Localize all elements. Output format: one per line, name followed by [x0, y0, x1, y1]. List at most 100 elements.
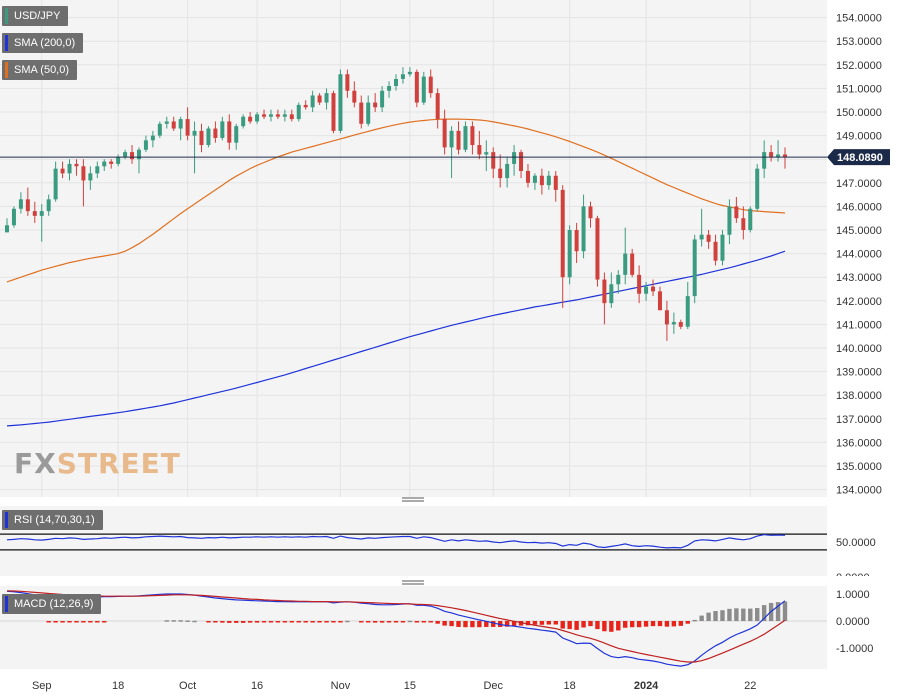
legend-sma200-swatch: [5, 35, 8, 51]
candle: [241, 114, 246, 129]
macd-histogram-bar: [317, 621, 322, 623]
candle-body: [609, 284, 614, 304]
macd-signal-line: [6, 590, 786, 663]
candle-body: [720, 234, 725, 261]
macd-histogram-bar: [699, 615, 704, 621]
resize-handle-rsi[interactable]: [402, 497, 424, 502]
candles-layer: [5, 67, 787, 341]
macd-histogram-bar: [678, 621, 684, 626]
price-axis: 154.0000 153.0000 152.0000 151.0000 150.0000…: [0, 13, 890, 497]
sma50-line: [6, 118, 786, 283]
candle-body: [74, 163, 79, 167]
legend-sma50[interactable]: SMA (50,0): [2, 60, 78, 80]
legend-sma50-label: SMA (50,0): [14, 64, 70, 76]
candle-body: [644, 286, 649, 294]
macd-histogram-bar: [532, 621, 538, 625]
legend-macd[interactable]: MACD (12,26,9): [2, 594, 102, 614]
candle-body: [776, 154, 781, 157]
legend-symbol-label: USD/JPY: [14, 10, 61, 22]
candle-body: [338, 74, 343, 131]
macd-histogram-bar: [338, 621, 343, 623]
legend-symbol[interactable]: USD/JPY: [2, 6, 69, 26]
candle: [623, 227, 628, 285]
candle: [373, 93, 378, 112]
candle: [11, 206, 16, 228]
macd-histogram-bar: [560, 621, 565, 629]
macd-histogram-bar: [268, 621, 274, 623]
macd-histogram-bar: [595, 621, 600, 630]
macd-histogram-bar: [602, 621, 607, 632]
candle: [713, 234, 718, 266]
macd-histogram-bar: [261, 621, 267, 623]
candle: [428, 69, 433, 98]
x-tick-label: 2024: [634, 680, 659, 692]
macd-histogram-bar: [213, 621, 218, 623]
macd-tick-label: 0.0000: [836, 616, 870, 628]
candle-body: [657, 291, 662, 311]
candle: [213, 121, 218, 143]
candle: [609, 272, 614, 308]
candle: [574, 222, 579, 264]
macd-histogram-bar: [192, 620, 197, 623]
candle-body: [366, 102, 371, 124]
macd-histogram-bar: [650, 621, 656, 627]
macd-histogram-bar: [95, 621, 100, 623]
candle: [123, 149, 128, 160]
candle-body: [734, 206, 739, 219]
candle-body: [289, 114, 294, 120]
macd-histogram-bar: [484, 621, 489, 627]
x-tick-label: 22: [744, 680, 756, 692]
macd-histogram-bar: [435, 621, 440, 624]
candle: [783, 147, 787, 169]
candle: [685, 281, 690, 330]
candle: [185, 107, 190, 141]
macd-histogram-bar: [470, 621, 475, 628]
resize-handle-macd[interactable]: [402, 580, 424, 585]
price-tick-label: 134.0000: [836, 485, 882, 497]
candle-body: [275, 114, 280, 117]
macd-histogram-bar: [234, 621, 239, 623]
candle: [449, 126, 454, 179]
price-tick-label: 142.0000: [836, 296, 882, 308]
candle-body: [206, 128, 211, 146]
macd-histogram-bar: [171, 620, 176, 622]
macd-histogram-bar: [477, 621, 482, 628]
macd-histogram-bar: [220, 621, 225, 623]
candle-body: [470, 126, 475, 146]
candle-body: [699, 234, 704, 240]
candle-body: [248, 116, 253, 122]
legend-rsi[interactable]: RSI (14,70,30,1): [2, 510, 103, 530]
macd-histogram-bar: [81, 621, 86, 623]
candle-body: [282, 114, 287, 117]
candle-body: [414, 71, 419, 103]
candle-body: [150, 135, 155, 141]
macd-histogram-bar: [525, 621, 531, 626]
macd-histogram-bar: [379, 621, 385, 623]
x-axis: Sep 18 Oct 16 Nov 15 Dec 18 2024 22: [32, 680, 756, 692]
candle: [46, 194, 51, 216]
macd-histogram-bar: [372, 621, 378, 623]
candle: [463, 121, 468, 153]
macd-histogram-bar: [581, 621, 586, 628]
macd-histogram-bar: [775, 602, 781, 621]
candle-body: [574, 230, 579, 252]
candle-body: [116, 156, 121, 164]
candle: [352, 81, 357, 108]
candle-body: [60, 168, 65, 174]
candle-body: [435, 93, 440, 120]
candle-body: [317, 95, 322, 103]
candle-body: [713, 241, 718, 261]
macd-histogram-bar: [727, 608, 732, 621]
macd-histogram-bar: [629, 621, 635, 628]
candle: [303, 100, 308, 110]
candle-body: [428, 76, 433, 94]
candle-body: [512, 152, 517, 164]
candle: [442, 109, 447, 155]
x-tick-label: 18: [564, 680, 576, 692]
candle-body: [553, 175, 558, 190]
macd-histogram-bar: [345, 620, 350, 623]
candle-body: [25, 199, 30, 212]
candle-body: [463, 126, 468, 150]
legend-sma200[interactable]: SMA (200,0): [2, 33, 84, 53]
